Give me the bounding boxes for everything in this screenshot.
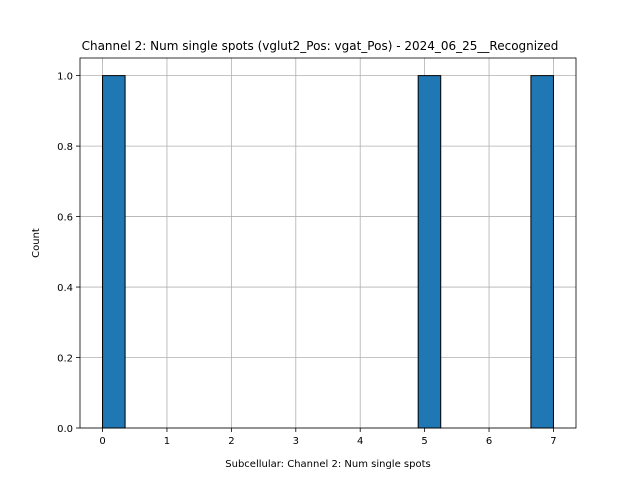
y-tick-label: 0.2 [57, 354, 73, 365]
x-tick-label: 4 [357, 436, 363, 447]
histogram-bar [530, 75, 554, 429]
chart-title: Channel 2: Num single spots (vglut2_Pos:… [82, 39, 559, 53]
y-tick-label: 0.4 [57, 283, 73, 294]
x-tick-label: 5 [421, 436, 427, 447]
y-tick-label: 0.8 [57, 142, 73, 153]
x-tick-label: 3 [293, 436, 299, 447]
histogram-bar [102, 75, 126, 429]
x-tick-label: 2 [228, 436, 234, 447]
x-tick-label: 1 [164, 436, 170, 447]
x-tick-label: 6 [486, 436, 492, 447]
x-tick-label: 0 [99, 436, 105, 447]
axis-ticks: 0 1 2 3 4 5 6 7 0.0 0.2 0.4 0.6 0.8 1.0 [57, 72, 557, 447]
y-tick-label: 1.0 [57, 72, 73, 83]
x-axis-label: Subcellular: Channel 2: Num single spots [225, 459, 430, 470]
y-axis-label: Count [31, 228, 42, 258]
x-tick-label: 7 [550, 436, 556, 447]
y-tick-label: 0.0 [57, 424, 73, 435]
histogram-bar [417, 75, 442, 429]
plot-frame [79, 57, 577, 429]
y-tick-label: 0.6 [57, 213, 73, 224]
